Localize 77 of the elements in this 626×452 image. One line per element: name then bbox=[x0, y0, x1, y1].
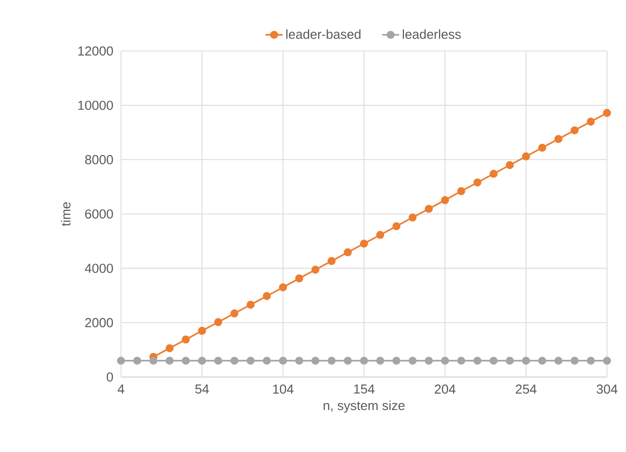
y-tick-label: 0 bbox=[106, 372, 113, 382]
point bbox=[424, 356, 433, 365]
point bbox=[554, 135, 562, 144]
point bbox=[570, 126, 579, 134]
y-tick-label: 8000 bbox=[85, 155, 113, 164]
point bbox=[506, 356, 514, 365]
point bbox=[522, 152, 530, 160]
point bbox=[473, 178, 482, 186]
x-tick-label: 54 bbox=[195, 384, 209, 394]
point bbox=[360, 240, 368, 248]
point bbox=[408, 214, 417, 222]
point bbox=[230, 309, 238, 318]
point bbox=[214, 356, 222, 365]
point bbox=[424, 204, 433, 213]
legend-label: leaderless bbox=[402, 29, 461, 39]
y-tick-label: 6000 bbox=[85, 209, 113, 219]
point bbox=[328, 356, 336, 365]
point bbox=[344, 356, 352, 365]
point bbox=[262, 292, 271, 300]
x-tick-label: 204 bbox=[434, 384, 456, 394]
point bbox=[360, 356, 368, 365]
point bbox=[198, 356, 206, 365]
point bbox=[166, 356, 174, 365]
point bbox=[376, 230, 384, 239]
point bbox=[295, 356, 304, 365]
y-tick-label: 4000 bbox=[84, 264, 113, 273]
point bbox=[586, 356, 595, 365]
point bbox=[344, 248, 352, 256]
point bbox=[457, 356, 466, 365]
point bbox=[538, 356, 546, 365]
point bbox=[230, 356, 238, 365]
y-axis-title: time bbox=[60, 202, 70, 226]
point bbox=[295, 274, 304, 282]
point bbox=[490, 356, 498, 365]
point bbox=[506, 161, 514, 170]
y-tick-label: 12000 bbox=[78, 46, 113, 56]
point bbox=[538, 144, 546, 152]
point bbox=[117, 356, 126, 365]
x-tick-label: 304 bbox=[596, 384, 618, 394]
point bbox=[149, 356, 158, 365]
x-tick-label: 104 bbox=[273, 384, 294, 394]
point bbox=[311, 266, 320, 274]
point bbox=[262, 356, 271, 365]
point bbox=[133, 356, 142, 365]
x-tick-label: 154 bbox=[354, 384, 374, 394]
point bbox=[198, 326, 206, 335]
point bbox=[441, 196, 449, 204]
x-axis-title: n, system size bbox=[324, 400, 405, 413]
x-tick-label: 254 bbox=[516, 384, 536, 394]
point bbox=[586, 118, 595, 126]
point bbox=[408, 356, 417, 365]
point bbox=[246, 356, 255, 365]
point bbox=[473, 356, 482, 365]
y-tick-label: 10000 bbox=[78, 100, 113, 110]
legend-label: leader-based bbox=[286, 29, 360, 39]
point bbox=[279, 283, 288, 292]
point bbox=[392, 222, 400, 230]
point bbox=[311, 356, 320, 365]
x-tick-label: 4 bbox=[118, 384, 124, 394]
point bbox=[554, 356, 562, 365]
point bbox=[166, 344, 174, 352]
point bbox=[603, 108, 611, 117]
point bbox=[603, 356, 611, 365]
point bbox=[214, 318, 222, 326]
point bbox=[570, 356, 579, 365]
point bbox=[182, 335, 190, 344]
point bbox=[522, 356, 530, 365]
point bbox=[457, 187, 466, 196]
point bbox=[328, 256, 336, 265]
point bbox=[490, 170, 498, 178]
point bbox=[376, 356, 384, 365]
y-tick-label: 2000 bbox=[85, 318, 113, 328]
point bbox=[441, 356, 449, 365]
point bbox=[279, 356, 288, 365]
point bbox=[182, 356, 190, 365]
point bbox=[246, 300, 255, 309]
point bbox=[392, 356, 400, 365]
